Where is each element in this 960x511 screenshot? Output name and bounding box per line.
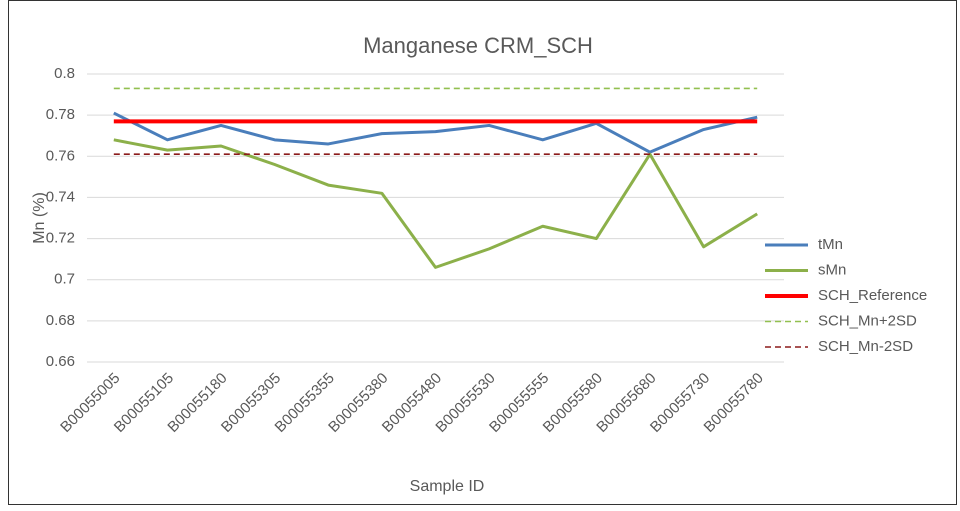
y-tick-label: 0.68 [46, 312, 75, 329]
y-tick-label: 0.8 [54, 65, 75, 82]
y-axis-title: Mn (%) [31, 192, 48, 244]
y-tick-label: 0.78 [46, 106, 75, 123]
y-tick-label: 0.7 [54, 271, 75, 288]
chart-title: Manganese CRM_SCH [363, 33, 593, 58]
y-tick-label: 0.76 [46, 147, 75, 164]
legend-label: SCH_Mn-2SD [818, 338, 913, 355]
series-line [113, 111, 758, 154]
legend-label: SCH_Reference [818, 287, 927, 304]
y-tick-label: 0.72 [46, 230, 75, 247]
legend-label: SCH_Mn+2SD [818, 312, 917, 329]
series-line [113, 138, 758, 269]
legend-label: sMn [818, 261, 846, 278]
y-tick-label: 0.66 [46, 353, 75, 370]
y-tick-label: 0.74 [46, 188, 75, 205]
x-axis-title: Sample ID [410, 478, 485, 495]
legend-label: tMn [818, 236, 843, 253]
